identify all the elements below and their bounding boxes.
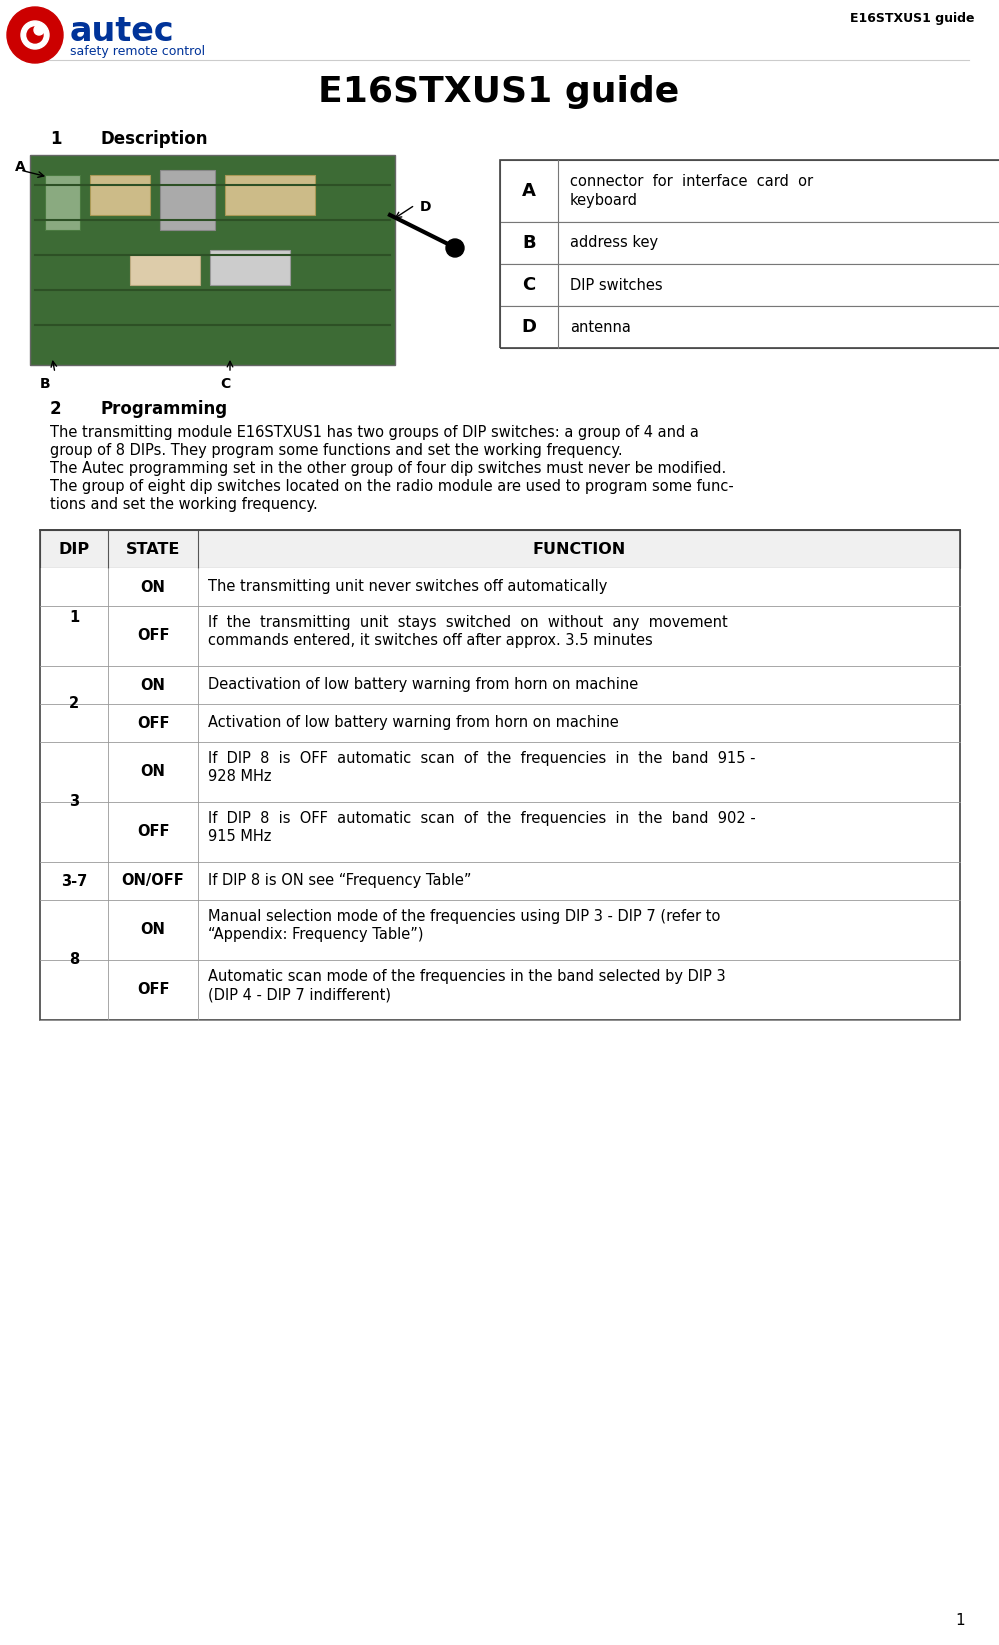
Circle shape <box>446 239 464 257</box>
Text: commands entered, it switches off after approx. 3.5 minutes: commands entered, it switches off after … <box>208 633 652 648</box>
Bar <box>500 306 999 349</box>
Text: “Appendix: Frequency Table”): “Appendix: Frequency Table”) <box>208 928 424 943</box>
Text: OFF: OFF <box>137 628 169 643</box>
Text: C: C <box>220 377 230 392</box>
Circle shape <box>27 26 43 43</box>
Text: The group of eight dip switches located on the radio module are used to program : The group of eight dip switches located … <box>50 479 733 494</box>
Text: autec: autec <box>70 15 175 48</box>
Bar <box>40 862 960 900</box>
Text: Activation of low battery warning from horn on machine: Activation of low battery warning from h… <box>208 716 618 730</box>
Bar <box>30 155 395 365</box>
Text: E16STXUS1 guide: E16STXUS1 guide <box>319 76 679 109</box>
Bar <box>225 174 315 215</box>
Text: ON/OFF: ON/OFF <box>122 873 185 888</box>
Text: connector  for  interface  card  or: connector for interface card or <box>570 174 813 189</box>
Bar <box>40 803 960 862</box>
Text: ON: ON <box>141 765 166 780</box>
Text: If DIP 8 is ON see “Frequency Table”: If DIP 8 is ON see “Frequency Table” <box>208 873 472 888</box>
Text: DIP switches: DIP switches <box>570 278 662 293</box>
Text: The transmitting unit never switches off automatically: The transmitting unit never switches off… <box>208 579 607 594</box>
Bar <box>40 530 960 1020</box>
Text: FUNCTION: FUNCTION <box>532 541 625 556</box>
Text: B: B <box>40 377 51 392</box>
Bar <box>500 263 999 306</box>
Text: If  DIP  8  is  OFF  automatic  scan  of  the  frequencies  in  the  band  902 -: If DIP 8 is OFF automatic scan of the fr… <box>208 811 756 826</box>
Text: A: A <box>15 160 26 174</box>
Text: ON: ON <box>141 678 166 693</box>
Text: E16STXUS1 guide: E16STXUS1 guide <box>850 12 975 25</box>
Circle shape <box>34 25 44 35</box>
Text: B: B <box>522 234 535 252</box>
Text: tions and set the working frequency.: tions and set the working frequency. <box>50 497 318 512</box>
Bar <box>40 568 960 605</box>
Text: If  the  transmitting  unit  stays  switched  on  without  any  movement: If the transmitting unit stays switched … <box>208 615 727 630</box>
Text: D: D <box>521 317 536 336</box>
Text: ON: ON <box>141 923 166 938</box>
Bar <box>40 605 960 666</box>
Text: safety remote control: safety remote control <box>70 44 205 58</box>
Bar <box>45 174 80 230</box>
Bar <box>40 742 960 803</box>
Text: keyboard: keyboard <box>570 192 638 207</box>
Text: Deactivation of low battery warning from horn on machine: Deactivation of low battery warning from… <box>208 678 638 693</box>
Text: 2: 2 <box>69 696 79 712</box>
Bar <box>90 174 150 215</box>
Bar <box>40 900 960 961</box>
Bar <box>40 530 960 568</box>
Text: The Autec programming set in the other group of four dip switches must never be : The Autec programming set in the other g… <box>50 461 726 475</box>
Text: 1: 1 <box>50 130 62 148</box>
Text: group of 8 DIPs. They program some functions and set the working frequency.: group of 8 DIPs. They program some funct… <box>50 443 622 457</box>
Text: Description: Description <box>100 130 208 148</box>
Text: If  DIP  8  is  OFF  automatic  scan  of  the  frequencies  in  the  band  915 -: If DIP 8 is OFF automatic scan of the fr… <box>208 752 755 767</box>
Bar <box>500 160 999 349</box>
Text: STATE: STATE <box>126 541 180 556</box>
Text: D: D <box>420 201 432 214</box>
Bar <box>130 255 200 285</box>
Circle shape <box>7 7 63 63</box>
Bar <box>40 961 960 1020</box>
Bar <box>40 666 960 704</box>
Text: 1: 1 <box>955 1614 965 1629</box>
Bar <box>500 160 999 222</box>
Bar <box>40 704 960 742</box>
Text: 915 MHz: 915 MHz <box>208 829 272 844</box>
Text: Automatic scan mode of the frequencies in the band selected by DIP 3: Automatic scan mode of the frequencies i… <box>208 969 725 984</box>
Text: OFF: OFF <box>137 716 169 730</box>
Text: Programming: Programming <box>100 400 227 418</box>
Text: antenna: antenna <box>570 319 631 334</box>
Bar <box>210 250 290 285</box>
Text: OFF: OFF <box>137 982 169 997</box>
Circle shape <box>21 21 49 49</box>
Text: 928 MHz: 928 MHz <box>208 768 272 785</box>
Bar <box>160 169 215 230</box>
Text: 1: 1 <box>69 610 79 625</box>
Text: ON: ON <box>141 579 166 594</box>
Text: DIP: DIP <box>58 541 90 556</box>
Bar <box>500 222 999 263</box>
Text: address key: address key <box>570 235 658 250</box>
Text: 3: 3 <box>69 795 79 809</box>
Text: The transmitting module E16STXUS1 has two groups of DIP switches: a group of 4 a: The transmitting module E16STXUS1 has tw… <box>50 424 699 439</box>
Text: 2: 2 <box>50 400 62 418</box>
Text: A: A <box>522 183 535 201</box>
Text: 8: 8 <box>69 952 79 967</box>
Text: (DIP 4 - DIP 7 indifferent): (DIP 4 - DIP 7 indifferent) <box>208 987 391 1002</box>
Text: OFF: OFF <box>137 824 169 839</box>
Text: C: C <box>522 276 535 294</box>
Text: Manual selection mode of the frequencies using DIP 3 - DIP 7 (refer to: Manual selection mode of the frequencies… <box>208 910 720 924</box>
Text: 3-7: 3-7 <box>61 873 87 888</box>
